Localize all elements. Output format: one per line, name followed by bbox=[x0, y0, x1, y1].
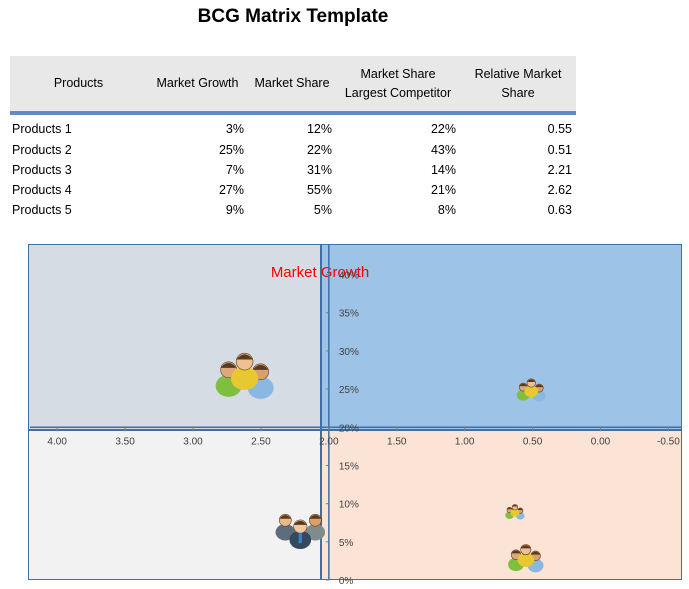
header-relative-share-line2: Share bbox=[501, 85, 535, 100]
product-table: Products Market Growth Market Share Mark… bbox=[10, 56, 576, 220]
quadrant-bottom-right bbox=[321, 430, 682, 580]
cell-product-name: Products 4 bbox=[12, 183, 72, 197]
header-competitor-share: Market Share Largest Competitor bbox=[336, 56, 460, 115]
cell-relative-share: 0.55 bbox=[547, 122, 572, 136]
bcg-matrix bbox=[28, 244, 682, 580]
cell-competitor-share: 43% bbox=[430, 143, 456, 157]
table-row: Products 1 3% 12% 22% 0.55 bbox=[10, 113, 576, 140]
quadrant-bottom-left bbox=[28, 430, 321, 580]
header-competitor-share-line1: Market Share bbox=[360, 66, 436, 81]
cell-market-growth: 25% bbox=[218, 143, 244, 157]
cell-relative-share: 0.63 bbox=[547, 203, 572, 217]
table-header-row: Products Market Growth Market Share Mark… bbox=[10, 56, 576, 115]
quadrant-top-left bbox=[28, 244, 321, 430]
cell-market-share: 31% bbox=[306, 163, 332, 177]
table-row: Products 4 27% 55% 21% 2.62 bbox=[10, 180, 576, 200]
cell-product-name: Products 3 bbox=[12, 163, 72, 177]
cell-relative-share: 2.62 bbox=[547, 183, 572, 197]
header-relative-share: Relative Market Share bbox=[460, 56, 576, 115]
cell-market-growth: 3% bbox=[225, 122, 244, 136]
cell-market-growth: 9% bbox=[225, 203, 244, 217]
cell-competitor-share: 21% bbox=[430, 183, 456, 197]
cell-market-share: 55% bbox=[306, 183, 332, 197]
header-relative-share-line1: Relative Market bbox=[474, 66, 562, 81]
cell-competitor-share: 8% bbox=[437, 203, 456, 217]
header-market-growth: Market Growth bbox=[147, 56, 248, 115]
cell-market-share: 5% bbox=[313, 203, 332, 217]
table-row: Products 3 7% 31% 14% 2.21 bbox=[10, 160, 576, 180]
cell-market-share: 12% bbox=[306, 122, 332, 136]
page-title: BCG Matrix Template bbox=[197, 6, 389, 27]
cell-product-name: Products 1 bbox=[12, 122, 72, 136]
cell-relative-share: 0.51 bbox=[547, 143, 572, 157]
cell-market-growth: 27% bbox=[218, 183, 244, 197]
cell-product-name: Products 5 bbox=[12, 203, 72, 217]
header-products: Products bbox=[10, 56, 147, 115]
quadrant-top-right bbox=[321, 244, 682, 430]
cell-competitor-share: 14% bbox=[430, 163, 456, 177]
cell-market-share: 22% bbox=[306, 143, 332, 157]
header-competitor-share-line2: Largest Competitor bbox=[344, 85, 452, 100]
cell-relative-share: 2.21 bbox=[547, 163, 572, 177]
header-market-share: Market Share bbox=[248, 56, 336, 115]
cell-market-growth: 7% bbox=[225, 163, 244, 177]
cell-product-name: Products 2 bbox=[12, 143, 72, 157]
table-row: Products 2 25% 22% 43% 0.51 bbox=[10, 140, 576, 160]
cell-competitor-share: 22% bbox=[430, 122, 456, 136]
table-row: Products 5 9% 5% 8% 0.63 bbox=[10, 200, 576, 220]
